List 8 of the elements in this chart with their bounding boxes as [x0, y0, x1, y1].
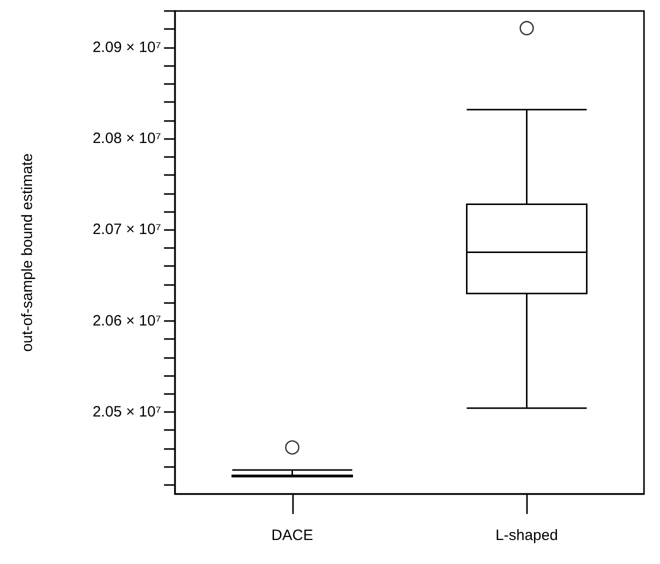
x-tick-label: L-shaped: [495, 527, 558, 544]
x-tick-label: DACE: [271, 527, 314, 544]
y-tick-label: 2.06 × 10⁷: [92, 312, 161, 330]
y-tick-label: 2.07 × 10⁷: [92, 221, 161, 238]
y-axis-title: out-of-sample bound estimate: [19, 153, 36, 352]
y-tick-label: 2.08 × 10⁷: [92, 130, 161, 148]
y-tick-label: 2.09 × 10⁷: [92, 38, 161, 56]
y-tick-label: 2.05 × 10⁷: [92, 403, 161, 420]
